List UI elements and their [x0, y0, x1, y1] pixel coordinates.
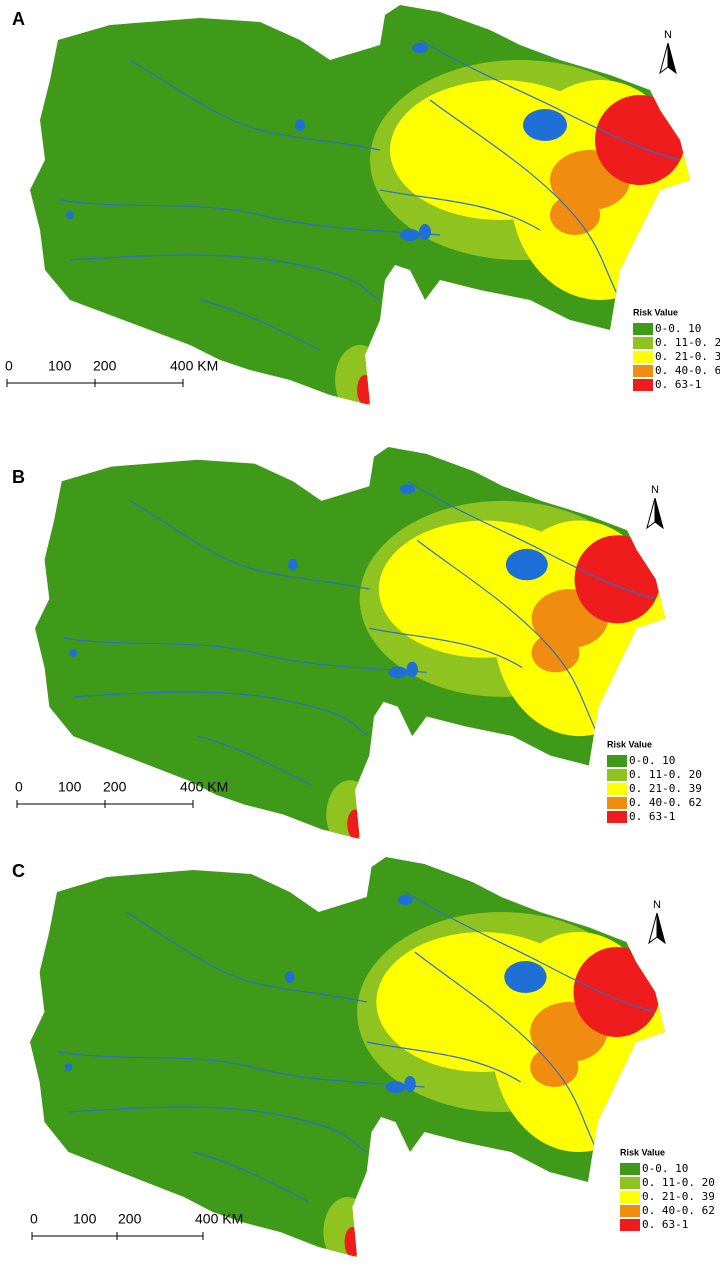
legend-label: 0. 40-0. 62 — [629, 796, 702, 809]
legend-label: 0. 63-1 — [655, 378, 701, 391]
north-label: N — [651, 484, 659, 496]
legend-swatch — [620, 1177, 640, 1189]
north-label: N — [653, 899, 661, 911]
panel-label: C — [12, 861, 25, 881]
legend-swatch — [607, 811, 627, 823]
scale-label: 100 — [48, 358, 72, 374]
legend-swatch — [607, 755, 627, 767]
legend-label: 0-0. 10 — [642, 1162, 688, 1175]
legend-swatch — [633, 337, 653, 349]
north-arrow — [656, 912, 666, 945]
panel-label: B — [12, 467, 25, 487]
scale-label: 400 KM — [170, 358, 218, 374]
legend-swatch — [607, 797, 627, 809]
legend-label: 0. 40-0. 62 — [655, 364, 720, 377]
legend-swatch — [633, 323, 653, 335]
scale-label: 400 KM — [180, 779, 228, 795]
scale-label: 0 — [30, 1211, 38, 1227]
legend-label: 0-0. 10 — [629, 754, 675, 767]
legend-label: 0. 21-0. 39 — [629, 782, 702, 795]
panel-label: A — [12, 9, 25, 29]
north-arrow — [646, 497, 656, 530]
legend-label: 0. 11-0. 20 — [655, 336, 720, 349]
legend-label: 0. 11-0. 20 — [629, 768, 702, 781]
legend-label: 0. 21-0. 39 — [655, 350, 720, 363]
legend-swatch — [607, 783, 627, 795]
legend-title: Risk Value — [607, 739, 652, 749]
legend-label: 0. 63-1 — [629, 810, 675, 823]
legend-label: 0. 63-1 — [642, 1218, 688, 1231]
scale-label: 200 — [93, 358, 117, 374]
north-arrow — [654, 497, 664, 530]
legend-swatch — [620, 1219, 640, 1231]
legend-label: 0. 21-0. 39 — [642, 1190, 715, 1203]
north-arrow — [659, 42, 669, 75]
legend-swatch — [633, 351, 653, 363]
scale-label: 100 — [73, 1211, 97, 1227]
scale-label: 100 — [58, 779, 82, 795]
legend-title: Risk Value — [620, 1147, 665, 1157]
scale-label: 200 — [103, 779, 127, 795]
north-label: N — [664, 29, 672, 41]
legend-swatch — [607, 769, 627, 781]
legend-label: 0. 11-0. 20 — [642, 1176, 715, 1189]
scale-label: 0 — [15, 779, 23, 795]
legend-swatch — [620, 1205, 640, 1217]
map — [1, 852, 694, 1272]
legend-title: Risk Value — [633, 307, 678, 317]
scale-label: 200 — [118, 1211, 142, 1227]
north-arrow — [667, 42, 677, 75]
legend-swatch — [633, 365, 653, 377]
legend-swatch — [633, 379, 653, 391]
legend-label: 0. 40-0. 62 — [642, 1204, 715, 1217]
legend-label: 0-0. 10 — [655, 322, 701, 335]
north-arrow — [648, 912, 658, 945]
legend-swatch — [620, 1163, 640, 1175]
legend-swatch — [620, 1191, 640, 1203]
scale-label: 400 KM — [195, 1211, 243, 1227]
scale-label: 0 — [5, 358, 13, 374]
